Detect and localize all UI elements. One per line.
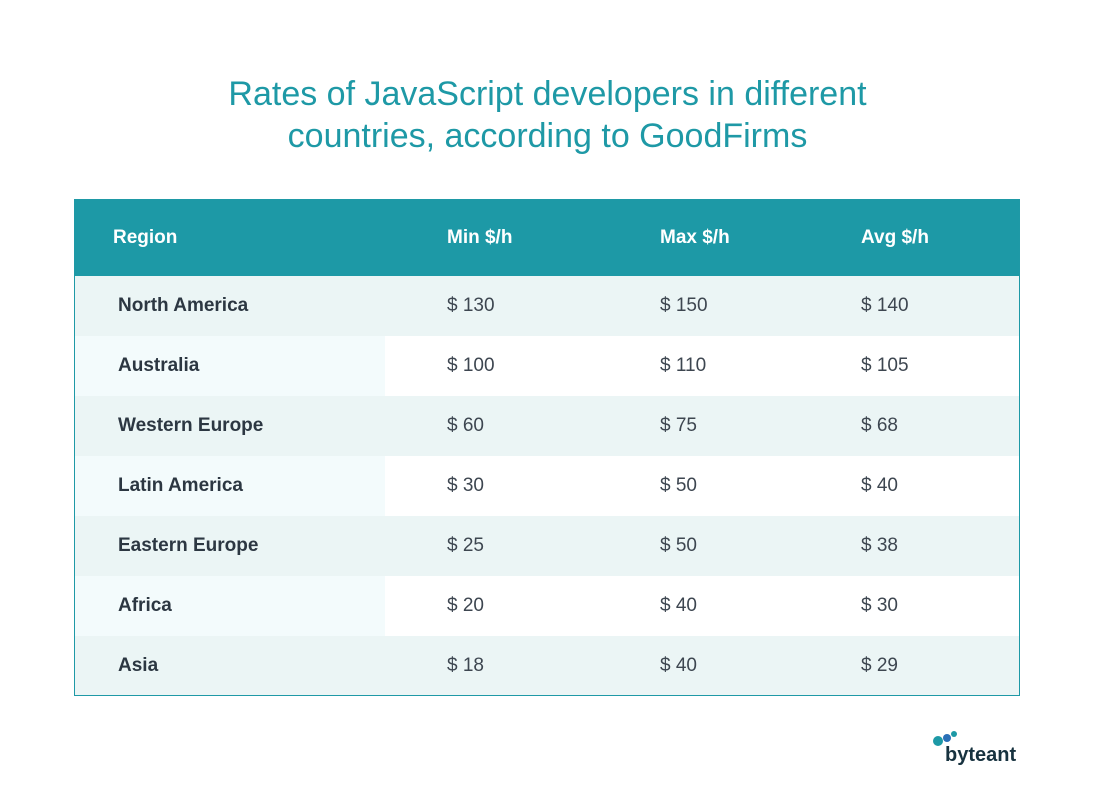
avg-rate-cell: $ 68 (799, 396, 1019, 456)
column-header-avg: Avg $/h (861, 227, 929, 248)
table-row: North America $ 130 $ 150 $ 140 (75, 276, 1019, 336)
avg-rate-cell: $ 38 (799, 516, 1019, 576)
table-row: Latin America $ 30 $ 50 $ 40 (75, 456, 1019, 516)
max-rate-cell: $ 75 (598, 396, 799, 456)
min-rate-cell: $ 60 (385, 396, 598, 456)
page-title: Rates of JavaScript developers in differ… (0, 73, 1095, 157)
rates-table-container: Region Min $/h Max $/h Avg $/h North Ame… (74, 199, 1020, 696)
column-header-max: Max $/h (660, 227, 730, 248)
region-cell: Eastern Europe (75, 516, 385, 576)
table-row: Eastern Europe $ 25 $ 50 $ 38 (75, 516, 1019, 576)
avg-rate-cell: $ 40 (799, 456, 1019, 516)
table-header-row: Region Min $/h Max $/h Avg $/h (75, 200, 1019, 276)
region-cell: Asia (75, 636, 385, 695)
avg-rate-cell: $ 105 (799, 336, 1019, 396)
max-rate-cell: $ 40 (598, 576, 799, 636)
region-cell: Latin America (75, 456, 385, 516)
table-row: Asia $ 18 $ 40 $ 29 (75, 636, 1019, 695)
column-header-region: Region (113, 227, 178, 248)
table-row: Australia $ 100 $ 110 $ 105 (75, 336, 1019, 396)
max-rate-cell: $ 110 (598, 336, 799, 396)
region-cell: Western Europe (75, 396, 385, 456)
title-line-2: countries, according to GoodFirms (287, 117, 808, 155)
max-rate-cell: $ 150 (598, 276, 799, 336)
avg-rate-cell: $ 29 (799, 636, 1019, 695)
min-rate-cell: $ 130 (385, 276, 598, 336)
byteant-logo: byteant (932, 730, 1024, 770)
table-row: Western Europe $ 60 $ 75 $ 68 (75, 396, 1019, 456)
region-cell: Australia (75, 336, 385, 396)
min-rate-cell: $ 20 (385, 576, 598, 636)
title-line-1: Rates of JavaScript developers in differ… (228, 75, 867, 113)
min-rate-cell: $ 100 (385, 336, 598, 396)
max-rate-cell: $ 40 (598, 636, 799, 695)
min-rate-cell: $ 25 (385, 516, 598, 576)
logo-text: byteant (945, 744, 1017, 766)
table-body: North America $ 130 $ 150 $ 140 Australia $ 1… (75, 276, 1019, 695)
max-rate-cell: $ 50 (598, 516, 799, 576)
rates-table: Region Min $/h Max $/h Avg $/h North Ame… (75, 200, 1019, 695)
table-row: Africa $ 20 $ 40 $ 30 (75, 576, 1019, 636)
avg-rate-cell: $ 30 (799, 576, 1019, 636)
column-header-min: Min $/h (447, 227, 513, 248)
region-cell: Africa (75, 576, 385, 636)
min-rate-cell: $ 30 (385, 456, 598, 516)
byteant-dots-icon (933, 731, 957, 746)
min-rate-cell: $ 18 (385, 636, 598, 695)
region-cell: North America (75, 276, 385, 336)
max-rate-cell: $ 50 (598, 456, 799, 516)
avg-rate-cell: $ 140 (799, 276, 1019, 336)
